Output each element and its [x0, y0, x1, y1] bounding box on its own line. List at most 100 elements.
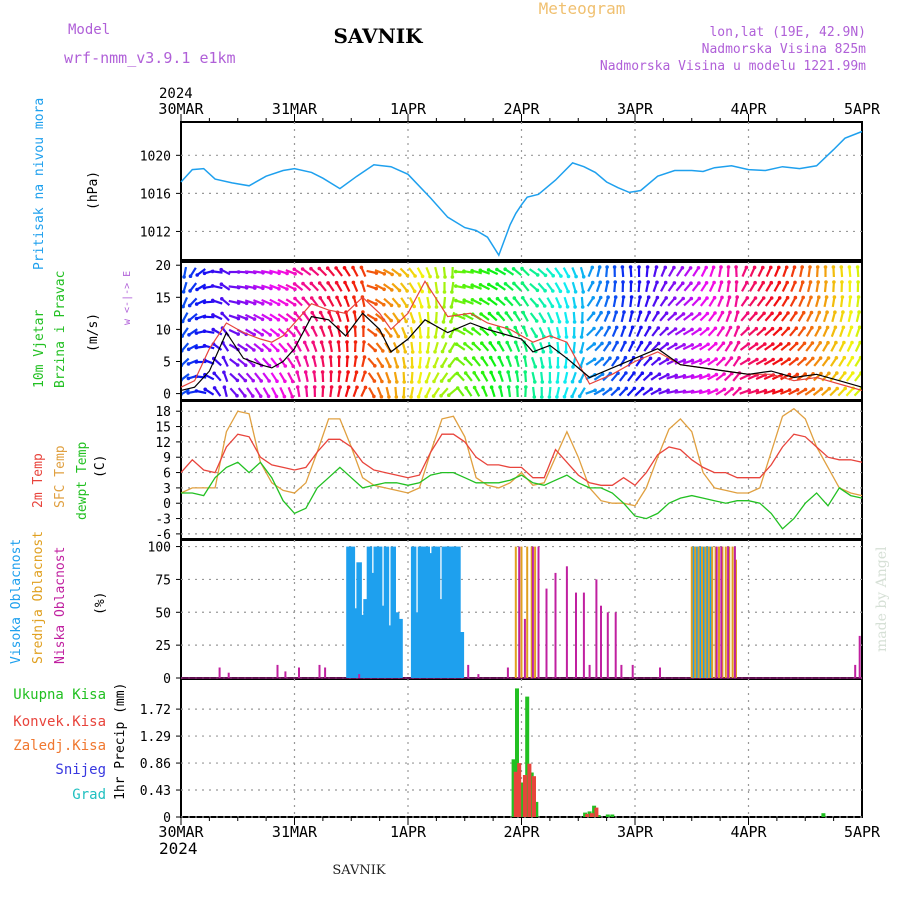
wind-arrow-head — [648, 341, 652, 345]
wind-arrow-head — [672, 266, 676, 270]
wind-arrow-head — [819, 356, 823, 360]
wind-arrow-head — [639, 326, 643, 330]
wind-arrow-head — [834, 341, 838, 345]
wind-arrow-head — [441, 335, 445, 339]
credit-label: made by Angel — [874, 546, 890, 652]
cloud-ylabel-high: Visoka Oblacnost — [9, 539, 24, 664]
temp-ylabel-2m: 2m Temp — [31, 453, 46, 508]
wind-arrow-head — [187, 362, 191, 366]
wind-arrow-head — [373, 379, 377, 383]
wind-arrow-head — [801, 296, 805, 300]
y-tick-label: 25 — [155, 639, 171, 654]
wind-arrow-head — [810, 326, 814, 330]
wind-arrow-head — [816, 265, 820, 269]
wind-arrow-head — [541, 365, 545, 369]
wind-arrow-head — [463, 327, 467, 331]
wind-arrow-head — [613, 280, 617, 284]
wind-arrow-head — [389, 334, 393, 338]
wind-arrow-head — [722, 357, 726, 361]
wind-arrow-head — [851, 371, 855, 375]
wind-arrow-head — [360, 266, 364, 270]
wind-arrow-head — [690, 297, 694, 301]
wind-arrow-head — [580, 335, 584, 339]
wind-arrow-head — [656, 296, 660, 300]
wind-arrow-head — [720, 296, 724, 300]
wind-arrow-head — [293, 287, 297, 291]
wind-arrow-head — [505, 311, 509, 315]
low-cloud-bar — [566, 566, 568, 678]
wind-arrow-head — [735, 280, 739, 284]
wind-arrow-head — [420, 290, 424, 294]
wind-arrow-head — [454, 299, 458, 303]
wind-arrow-head — [811, 357, 815, 361]
wind-arrow-head — [564, 350, 568, 354]
wind-arrow-head — [319, 311, 323, 315]
wind-arrow-head — [187, 348, 191, 352]
wind-arrow-head — [433, 350, 437, 354]
wind-arrow-head — [630, 310, 634, 314]
wind-arrow-head — [269, 318, 273, 322]
wind-arrow-head — [833, 310, 837, 314]
wind-arrow-head — [410, 365, 414, 369]
wind-arrow-head — [413, 274, 417, 278]
wind-arrow-head — [318, 281, 322, 285]
y-tick-label: 75 — [155, 573, 171, 588]
wind-arrow-head — [600, 326, 604, 330]
low-cloud-bar — [518, 547, 520, 678]
wind-arrow-head — [496, 297, 500, 301]
wind-arrow-head — [360, 280, 364, 284]
wind-arrow-head — [664, 266, 668, 270]
wind-arrow-head — [551, 289, 555, 293]
wind-arrow-head — [473, 386, 477, 390]
wind-arrow-head — [503, 267, 507, 271]
wind-arrow-head — [326, 266, 330, 270]
wind-arrow-head — [762, 296, 766, 300]
wind-arrow-head — [236, 379, 240, 383]
wind-arrow-head — [820, 387, 824, 391]
wind-arrow-head — [601, 357, 605, 361]
wind-arrow-head — [555, 395, 559, 399]
wind-arrow-head — [521, 311, 525, 315]
wind-arrow-head — [195, 288, 199, 292]
wind-arrow-head — [542, 350, 546, 354]
wind-arrow-head — [535, 319, 539, 323]
wind-arrow-head — [598, 281, 602, 285]
wind-arrow-head — [615, 341, 619, 345]
wind-arrow-head — [426, 335, 430, 339]
wind-arrow-head — [187, 333, 191, 337]
wind-arrow-head — [195, 360, 199, 364]
wind-arrow-head — [803, 342, 807, 346]
wind-arrow-head — [848, 280, 852, 284]
wind-arrow-head — [824, 265, 828, 269]
wind-arrow-head — [624, 371, 628, 375]
wind-arrow-head — [673, 312, 677, 316]
wind-arrow-head — [381, 349, 385, 353]
wind-arrow-head — [570, 395, 574, 399]
wind-arrow-head — [293, 268, 297, 272]
low-cloud-bar — [532, 547, 534, 678]
wind-arrow-head — [295, 370, 299, 374]
wind-arrow-head — [641, 371, 645, 375]
wind-arrow-head — [649, 387, 653, 391]
wind-arrow-head — [832, 280, 836, 284]
y-tick-label: 50 — [155, 606, 171, 621]
wind-arrow-head — [533, 395, 537, 399]
wind-arrow-head — [549, 365, 553, 369]
wind-arrow-head — [769, 266, 773, 270]
wind-arrow-head — [832, 265, 836, 269]
wind-arrow-head — [291, 364, 295, 368]
wind-arrow-head — [729, 341, 733, 345]
cloud-ylabel-mid: Srednja Oblacnost — [31, 531, 46, 664]
wind-arrow-head — [647, 311, 651, 315]
wind-arrow-head — [189, 274, 193, 278]
y-tick-label: 6 — [163, 467, 171, 482]
high-cloud-bar — [459, 632, 465, 678]
wind-arrow-head — [203, 286, 207, 290]
wind-arrow-head — [641, 387, 645, 391]
wind-arrow-head — [252, 348, 256, 352]
wind-arrow-head — [329, 355, 333, 359]
wind-arrow-head — [848, 265, 852, 269]
wind-arrow-head — [706, 343, 710, 347]
low-cloud-bar — [546, 589, 548, 678]
wind-arrow-head — [818, 326, 822, 330]
